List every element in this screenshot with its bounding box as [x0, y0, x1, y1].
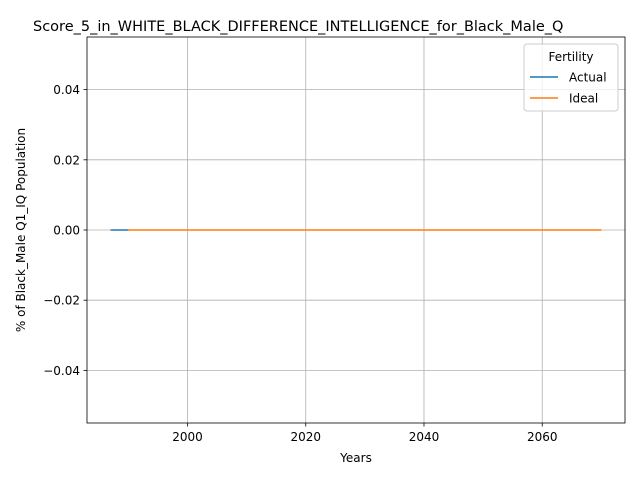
legend-items: Actual Ideal: [530, 71, 607, 106]
x-tick-label: 2020: [290, 430, 321, 444]
legend-title: Fertility: [548, 50, 593, 64]
x-axis-ticks: 2000 2020 2040 2060: [172, 423, 558, 444]
y-tick-label: −0.04: [43, 364, 80, 378]
y-tick-label: 0.04: [53, 83, 80, 97]
y-tick-label: −0.02: [43, 294, 80, 308]
chart-title: Score_5_in_WHITE_BLACK_DIFFERENCE_INTELL…: [33, 19, 563, 35]
legend: Fertility Actual Ideal: [523, 43, 619, 112]
y-tick-label: 0.02: [53, 153, 80, 167]
x-tick-label: 2040: [409, 430, 440, 444]
y-axis-label: % of Black_Male Q1_IQ Population: [14, 128, 28, 332]
y-tick-label: 0.00: [53, 224, 80, 238]
x-tick-label: 2000: [172, 430, 203, 444]
y-axis-ticks: −0.04 −0.02 0.00 0.02 0.04: [43, 83, 87, 378]
legend-label-actual: Actual: [569, 71, 607, 85]
x-axis-label: Years: [339, 451, 372, 465]
legend-box: [523, 43, 619, 112]
legend-label-ideal: Ideal: [569, 92, 598, 106]
x-tick-label: 2060: [527, 430, 558, 444]
